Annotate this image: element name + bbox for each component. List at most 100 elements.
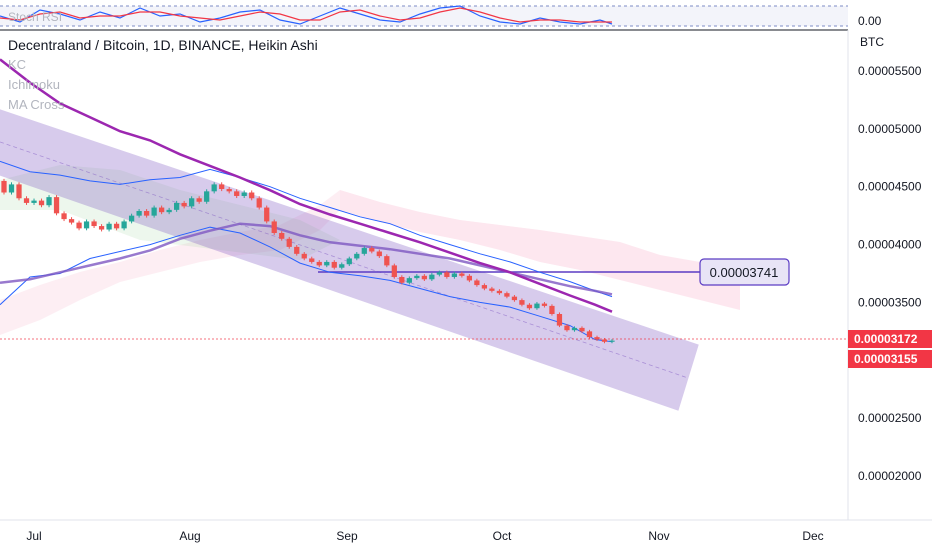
candle-down <box>226 189 232 192</box>
kc-lower-line <box>0 226 613 343</box>
candle-down <box>23 198 30 203</box>
stoch-rsi-label: Stoch RSI <box>8 10 63 24</box>
candle-up <box>189 198 195 207</box>
candle-up <box>609 340 615 342</box>
stoch-pane <box>0 5 848 27</box>
candle-up <box>346 258 352 265</box>
candle-down <box>68 219 75 223</box>
candle-down <box>271 221 277 233</box>
price-tick-label: 0.00005000 <box>858 122 922 136</box>
candle-down <box>16 184 22 199</box>
resistance-label-box <box>699 258 790 286</box>
price-tick-label: 0.00005500 <box>858 64 922 78</box>
candle-down <box>399 276 405 283</box>
candle-down <box>234 191 240 196</box>
candle-down <box>38 200 45 206</box>
time-axis[interactable]: Jul Aug Sep Oct Nov Dec <box>26 529 823 543</box>
cloud-red <box>340 190 740 310</box>
candle-down <box>586 331 593 338</box>
candle-up <box>106 223 112 230</box>
candle-down <box>279 233 285 239</box>
candle-up <box>204 191 210 202</box>
candle-up <box>8 184 15 193</box>
candle-up <box>534 303 540 309</box>
candle-down <box>249 192 255 199</box>
candle-down <box>421 275 427 280</box>
currency-label: BTC <box>860 35 884 49</box>
candle-up <box>241 192 247 196</box>
candle-up <box>414 275 420 279</box>
price-axis[interactable]: 0.00005500 0.00005000 0.00004500 0.00004000… <box>858 64 922 483</box>
candle-down <box>294 246 300 254</box>
candle-down <box>159 207 165 213</box>
candle-up <box>166 209 172 213</box>
candle-down <box>526 304 533 309</box>
time-tick-label: Nov <box>648 529 669 543</box>
candle-up <box>121 221 127 229</box>
candle-up <box>31 200 37 203</box>
time-tick-label: Dec <box>802 529 823 543</box>
candle-down <box>391 265 397 277</box>
time-tick-label: Sep <box>336 529 358 543</box>
resistance-price-label[interactable]: 0.00003741 <box>699 258 790 286</box>
candle-up <box>46 197 52 206</box>
time-tick-label: Jul <box>26 529 41 543</box>
candle-up <box>361 248 367 254</box>
candle-down <box>519 300 525 305</box>
candle-down <box>264 207 270 222</box>
candle-down <box>316 261 322 266</box>
price-tick-label: 0.00002000 <box>858 469 922 483</box>
candle-down <box>489 288 495 291</box>
candle-up <box>136 211 142 216</box>
candle-down <box>98 226 105 230</box>
candle-up <box>406 278 412 283</box>
price-tick-label: 0.00002500 <box>858 411 922 425</box>
candle-down <box>91 221 97 227</box>
candle-down <box>61 213 67 220</box>
candle-down <box>113 223 120 229</box>
candle-down <box>549 305 555 314</box>
cloud-green <box>0 165 340 260</box>
candle-down <box>309 258 315 262</box>
candle-down <box>376 251 382 257</box>
candle-up <box>151 207 157 216</box>
candle-up <box>451 273 457 277</box>
candle-down <box>541 303 548 306</box>
candle-up <box>354 253 360 259</box>
candle-down <box>511 296 518 301</box>
indicator-ma-cross[interactable]: MA Cross <box>8 97 65 112</box>
last-price-badge: 0.00003172 <box>848 330 932 348</box>
candle-down <box>459 273 465 276</box>
candle-up <box>436 272 442 275</box>
cloud-red-left <box>0 190 340 335</box>
candle-down <box>256 198 262 208</box>
time-tick-label: Aug <box>179 529 200 543</box>
candles-group <box>1 178 615 344</box>
candle-down <box>481 285 488 289</box>
candle-down <box>594 337 600 340</box>
candle-down <box>444 272 450 277</box>
candle-down <box>466 275 473 281</box>
stoch-band <box>0 6 848 26</box>
candle-up <box>339 264 345 268</box>
stoch-rsi-value: 0.00 <box>858 14 882 28</box>
price-tick-label: 0.00004500 <box>858 180 922 194</box>
indicator-ichimoku[interactable]: Ichimoku <box>8 77 61 92</box>
second-price-badge: 0.00003155 <box>848 350 932 368</box>
candle-down <box>1 180 7 193</box>
candle-up <box>571 327 578 331</box>
candle-down <box>181 202 187 207</box>
ichimoku-cloud <box>0 165 740 335</box>
candle-down <box>196 198 202 202</box>
candle-up <box>128 215 135 222</box>
candle-down <box>369 248 375 252</box>
stoch-d-line <box>0 7 612 23</box>
price-tick-label: 0.00003500 <box>858 295 922 309</box>
ma-short-line <box>0 222 613 296</box>
candle-down <box>301 253 307 259</box>
candle-up <box>429 274 435 280</box>
candle-down <box>579 327 585 332</box>
candle-down <box>76 222 82 229</box>
indicator-kc[interactable]: KC <box>8 57 27 72</box>
